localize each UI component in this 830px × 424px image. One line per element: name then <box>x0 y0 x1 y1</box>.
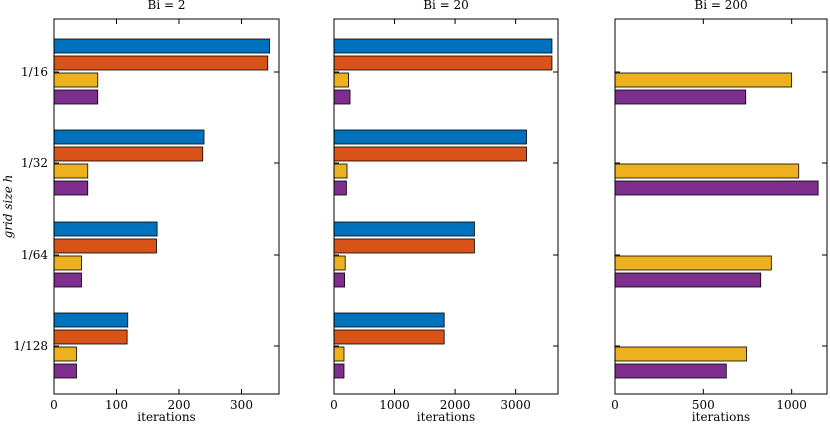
x-axis-label-2: iterations <box>417 410 475 424</box>
bar-1-1-64-s2 <box>53 238 157 254</box>
bar-1-1-128-s3 <box>53 346 77 362</box>
x-tick-label: 200 <box>168 398 191 412</box>
bar-2-1-64-s1 <box>333 221 475 237</box>
bar-2-1-64-s3 <box>333 255 346 271</box>
x-axis-label-1: iterations <box>137 410 195 424</box>
bar-1-1-32-s1 <box>53 129 205 145</box>
y-tick-label: 1/16 <box>21 65 48 79</box>
x-tick-label: 300 <box>230 398 253 412</box>
bar-2-1-32-s1 <box>333 129 527 145</box>
bar-2-1-128-s4 <box>333 363 345 379</box>
y-tick-label: 1/128 <box>13 339 48 353</box>
bar-1-1-64-s4 <box>53 272 82 288</box>
x-tick-label: 1000 <box>379 398 410 412</box>
bar-1-1-16-s3 <box>53 72 99 88</box>
bar-1-1-64-s3 <box>53 255 82 271</box>
bar-1-1-32-s3 <box>53 163 89 179</box>
bar-1-1-64-s1 <box>53 221 158 237</box>
x-axis-label-3: iterations <box>692 410 750 424</box>
plot-frame-3 <box>614 18 828 395</box>
bar-1-1-128-s1 <box>53 312 129 328</box>
bar-3-1-32-s4 <box>614 180 819 196</box>
panel-title-2: Bi = 20 <box>423 0 469 12</box>
bar-3-1-128-s4 <box>614 363 727 379</box>
bar-1-1-128-s4 <box>53 363 77 379</box>
bar-2-1-128-s3 <box>333 346 345 362</box>
plot-frame-2 <box>333 18 559 395</box>
x-tick-label: 2000 <box>440 398 471 412</box>
y-axis-label: grid size h <box>1 175 15 239</box>
bar-3-1-64-s3 <box>614 255 772 271</box>
bar-2-1-64-s4 <box>333 272 345 288</box>
bar-1-1-16-s1 <box>53 38 271 54</box>
bar-2-1-128-s1 <box>333 312 445 328</box>
bar-2-1-64-s2 <box>333 238 475 254</box>
bar-3-1-16-s4 <box>614 89 747 105</box>
bar-2-1-128-s2 <box>333 329 445 345</box>
y-tick-label: 1/32 <box>21 156 48 170</box>
bar-3-1-128-s3 <box>614 346 748 362</box>
bar-2-1-16-s4 <box>333 89 351 105</box>
x-tick-label: 500 <box>692 398 715 412</box>
bar-1-1-128-s2 <box>53 329 128 345</box>
y-tick-label: 1/64 <box>21 248 48 262</box>
x-tick-label: 0 <box>50 398 58 412</box>
bar-2-1-32-s4 <box>333 180 347 196</box>
x-tick-label: 0 <box>611 398 619 412</box>
x-tick-label: 0 <box>330 398 338 412</box>
bar-3-1-64-s4 <box>614 272 762 288</box>
bar-2-1-16-s2 <box>333 55 553 71</box>
x-tick-label: 3000 <box>500 398 531 412</box>
bar-2-1-32-s3 <box>333 163 348 179</box>
bar-2-1-16-s1 <box>333 38 553 54</box>
plot-frame-1 <box>53 18 280 395</box>
bar-3-1-16-s3 <box>614 72 793 88</box>
panel-title-3: Bi = 200 <box>694 0 747 12</box>
panel-title-1: Bi = 2 <box>148 0 186 12</box>
bar-2-1-32-s2 <box>333 146 527 162</box>
x-tick-label: 1000 <box>776 398 807 412</box>
bar-1-1-16-s4 <box>53 89 99 105</box>
bar-3-1-32-s3 <box>614 163 800 179</box>
bar-2-1-16-s3 <box>333 72 349 88</box>
x-tick-label: 100 <box>105 398 128 412</box>
bar-1-1-32-s4 <box>53 180 89 196</box>
bar-1-1-16-s2 <box>53 55 269 71</box>
bar-1-1-32-s2 <box>53 146 204 162</box>
